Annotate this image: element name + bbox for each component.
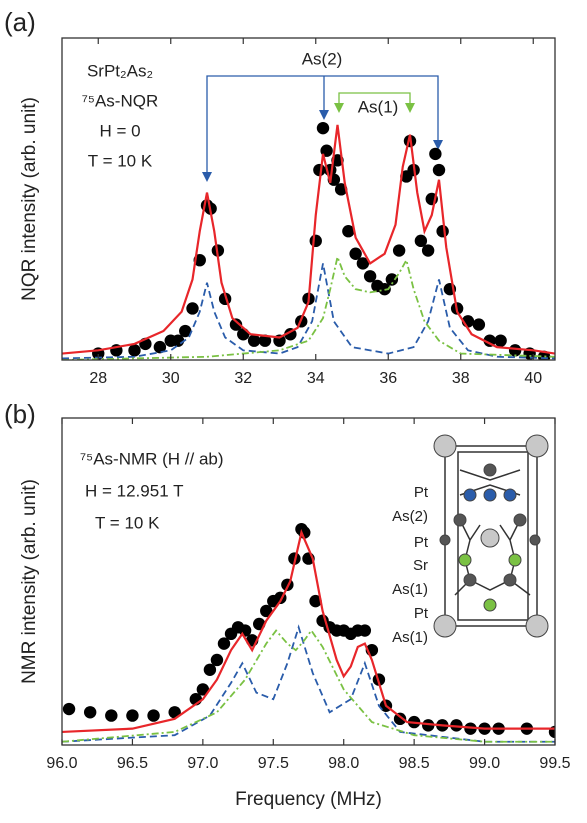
data-point [153, 340, 167, 354]
data-point [147, 709, 160, 722]
x-tick-label: 97.5 [258, 755, 289, 772]
inset-label: Pt [414, 605, 429, 622]
x-axis-label: Frequency (MHz) [235, 789, 382, 810]
crystal-atoms [433, 434, 549, 638]
annotation: ⁷⁵As-NQR [82, 91, 158, 110]
inset-label: Sr [413, 557, 428, 574]
data-point [313, 163, 326, 177]
data-point [432, 163, 446, 177]
data-point [217, 637, 231, 650]
panel-label: (a) [4, 7, 36, 37]
data-point [392, 244, 406, 257]
data-point [342, 225, 355, 238]
data-point [422, 719, 435, 732]
inset-label: As(1) [392, 581, 428, 598]
data-point [126, 709, 139, 722]
data-point [309, 594, 322, 608]
data-point [472, 318, 486, 331]
data-point [128, 344, 141, 357]
x-tick-label: 99.0 [469, 755, 500, 772]
x-tick-label: 28 [89, 370, 107, 387]
data-point [229, 318, 243, 331]
fit-curve [62, 528, 555, 734]
data-point [316, 121, 330, 135]
data-point [349, 247, 362, 260]
data-point [186, 302, 199, 315]
inset-label: Pt [414, 484, 429, 501]
x-tick-label: 96.0 [46, 755, 77, 772]
annotation: As(1) [358, 97, 399, 116]
data-point [83, 706, 97, 719]
plot-area [62, 522, 555, 743]
data-point [414, 234, 428, 248]
data-point [237, 328, 250, 341]
x-tick-label: 97.0 [187, 755, 218, 772]
bracket-as2 [202, 75, 443, 182]
data-point [429, 147, 442, 161]
annotation: SrPt₂As₂ [87, 61, 153, 80]
bracket-as1 [334, 92, 415, 113]
data-point [247, 334, 261, 347]
data-point [508, 344, 522, 357]
fit-curve [62, 253, 555, 360]
x-tick-label: 34 [307, 370, 325, 387]
x-tick-label: 36 [379, 370, 397, 387]
data-point [385, 273, 399, 286]
panel-label: (b) [4, 399, 36, 429]
data-point [494, 334, 507, 347]
inset-label: Pt [414, 534, 429, 551]
y-axis-label: NMR intensity (arb. unit) [19, 479, 40, 684]
data-point [363, 270, 377, 283]
y-axis-label: NQR intensity (arb. unit) [19, 97, 40, 301]
x-tick-label: 98.5 [399, 755, 430, 772]
data-point [356, 257, 370, 270]
x-tick-label: 32 [234, 370, 252, 387]
data-point [436, 225, 449, 238]
x-tick-label: 30 [162, 370, 180, 387]
data-point [203, 663, 217, 676]
data-point [105, 709, 118, 722]
x-tick-label: 38 [452, 370, 470, 387]
annotation: ⁷⁵As-NMR (H // ab) [80, 449, 224, 468]
data-point [334, 183, 348, 196]
x-tick-label: 99.5 [539, 755, 570, 772]
annotation: H = 12.951 T [85, 481, 183, 500]
data-point [258, 334, 272, 347]
annotation: As(2) [302, 49, 343, 68]
data-point [196, 683, 210, 696]
plot-frame [61, 37, 556, 361]
data-point [421, 244, 435, 257]
fit-curve [62, 624, 555, 743]
data-point [62, 702, 76, 716]
data-point [483, 334, 496, 347]
plot-area [62, 121, 555, 360]
x-tick-label: 98.0 [328, 755, 359, 772]
data-point [309, 234, 322, 248]
inset-label: As(2) [392, 508, 428, 525]
annotation: H = 0 [99, 121, 140, 140]
x-tick-label: 96.5 [117, 755, 148, 772]
fit-curve [62, 263, 555, 360]
data-point [393, 712, 407, 726]
fit-curve [62, 124, 555, 355]
annotation: T = 10 K [95, 513, 160, 532]
plot-frame [61, 417, 556, 746]
x-tick-label: 40 [524, 370, 542, 387]
data-point [260, 604, 273, 618]
data-point [179, 324, 192, 338]
data-point [210, 653, 224, 667]
inset-label: As(1) [392, 629, 428, 646]
data-point [358, 624, 372, 637]
fit-curve [62, 628, 555, 743]
annotation: T = 10 K [88, 151, 153, 170]
